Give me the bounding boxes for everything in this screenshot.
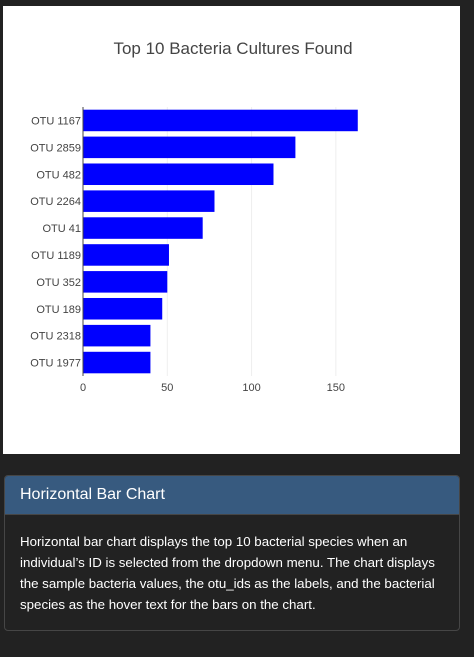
y-tick-label: OTU 1167 xyxy=(31,115,81,127)
y-tick-label: OTU 1977 xyxy=(30,358,81,370)
y-tick-label: OTU 2318 xyxy=(30,331,81,343)
y-tick-label: OTU 2859 xyxy=(30,142,81,154)
bar[interactable] xyxy=(83,136,296,159)
bar[interactable] xyxy=(83,297,163,320)
bar[interactable] xyxy=(83,190,215,212)
x-tick-label: 50 xyxy=(161,382,173,394)
y-tick-label: OTU 352 xyxy=(36,277,81,289)
y-tick-label: OTU 189 xyxy=(36,304,81,316)
chart-panel: Top 10 Bacteria Cultures Found OTU 1167 O… xyxy=(3,6,460,454)
bar[interactable] xyxy=(83,163,274,186)
y-tick-label: OTU 2264 xyxy=(30,196,81,208)
bar[interactable] xyxy=(83,217,203,239)
x-tick-label: 150 xyxy=(327,382,345,394)
card-title: Horizontal Bar Chart xyxy=(20,486,165,503)
bars xyxy=(83,109,358,374)
card-body: Horizontal bar chart displays the top 10… xyxy=(5,515,459,615)
card-description: Horizontal bar chart displays the top 10… xyxy=(20,534,435,612)
info-card: Horizontal Bar Chart Horizontal bar char… xyxy=(4,475,460,631)
bar[interactable] xyxy=(83,324,151,347)
bar[interactable] xyxy=(83,244,169,266)
x-tick-label: 100 xyxy=(242,382,260,394)
x-tick-labels: 0 50 100 150 xyxy=(80,382,345,394)
y-tick-label: OTU 1189 xyxy=(31,250,81,262)
bar[interactable] xyxy=(83,271,168,293)
y-tick-labels: OTU 1167 OTU 2859 OTU 482 OTU 2264 OTU 41 OTU… xyxy=(30,115,81,369)
card-header: Horizontal Bar Chart xyxy=(5,476,459,515)
y-tick-label: OTU 482 xyxy=(36,169,81,181)
y-tick-label: OTU 41 xyxy=(42,223,81,235)
bar[interactable] xyxy=(83,351,151,374)
bar-chart: Top 10 Bacteria Cultures Found OTU 1167O… xyxy=(30,39,358,394)
chart-title: Top 10 Bacteria Cultures Found xyxy=(113,39,352,58)
bar[interactable] xyxy=(83,109,358,132)
x-tick-label: 0 xyxy=(80,382,86,394)
